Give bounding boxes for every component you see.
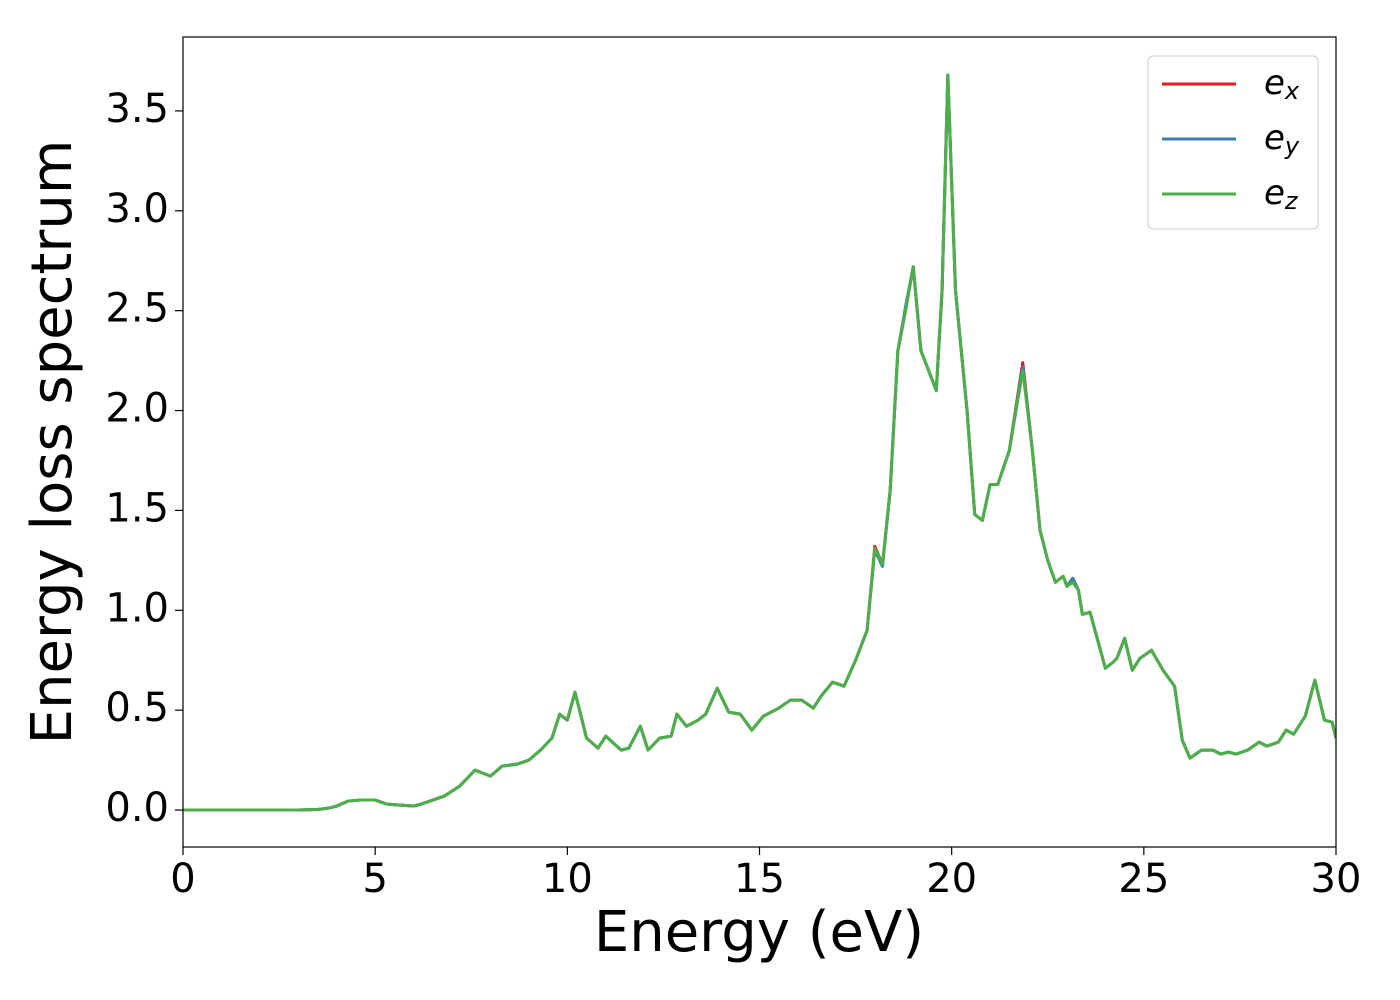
x-tick-label: 25 — [1118, 856, 1169, 902]
x-tick-label: 10 — [542, 856, 593, 902]
x-axis-label: Energy (eV) — [594, 900, 924, 965]
y-tick-label: 3.0 — [105, 186, 169, 232]
y-tick-label: 2.0 — [105, 386, 169, 432]
y-tick-label: 2.5 — [105, 286, 169, 332]
y-tick-label: 1.0 — [105, 585, 169, 631]
y-tick-label: 1.5 — [105, 485, 169, 531]
legend-label: ey — [1264, 118, 1300, 161]
y-tick-label: 3.5 — [105, 86, 169, 132]
x-tick-label: 15 — [734, 856, 785, 902]
series-line — [183, 73, 1336, 812]
legend-label: ex — [1264, 63, 1300, 106]
legend-label: ez — [1264, 173, 1299, 216]
legend-box — [1147, 55, 1319, 230]
x-tick-label: 20 — [926, 856, 977, 902]
plot-frame — [182, 36, 1337, 848]
x-tick-label: 5 — [362, 856, 387, 902]
x-tick-label: 0 — [170, 856, 195, 902]
y-axis-label: Energy loss spectrum — [20, 140, 85, 745]
y-tick-label: 0.0 — [105, 785, 169, 831]
y-tick-label: 0.5 — [105, 685, 169, 731]
x-tick-label: 30 — [1311, 856, 1362, 902]
